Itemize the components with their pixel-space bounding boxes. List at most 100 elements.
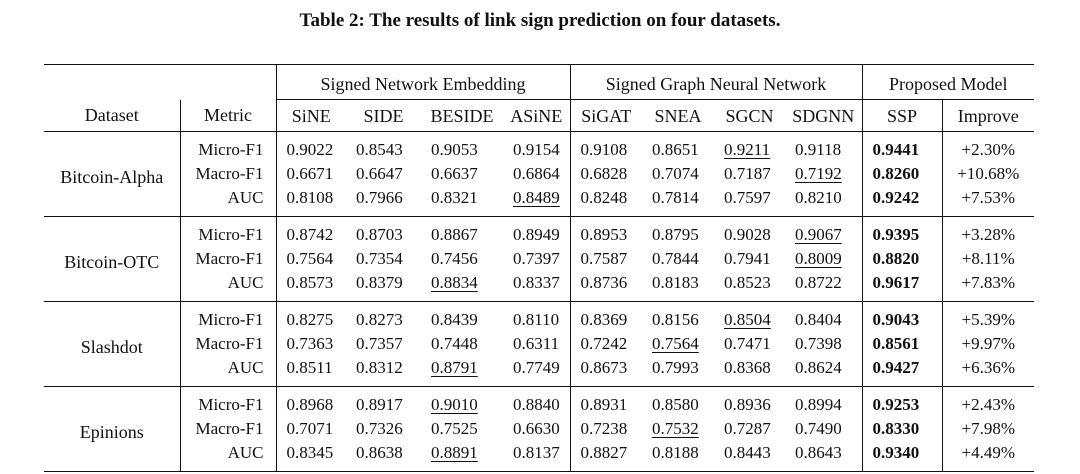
cell-value: 0.8337 <box>513 273 560 292</box>
cell-value: 0.8953 <box>580 225 628 244</box>
metric-value: 0.7287 <box>714 417 785 441</box>
cell-value: 0.8742 <box>286 225 334 244</box>
cell-value: 0.9154 <box>513 140 560 159</box>
best-value: 0.8820 <box>872 249 920 268</box>
metric-value: 0.8827 <box>569 441 642 472</box>
metric-value: 0.8523 <box>714 271 785 302</box>
metric-value: 0.8188 <box>642 441 714 472</box>
metric-label: Micro-F1 <box>179 386 276 417</box>
cell-value: 0.7993 <box>652 358 699 377</box>
cell-value: 0.8891 <box>431 443 478 462</box>
cell-value: 0.9118 <box>795 140 842 159</box>
dataset-name: Slashdot <box>44 301 180 387</box>
group-proposed: Proposed Model <box>861 65 1034 100</box>
col-header-improve: Improve <box>941 99 1034 132</box>
cell-value: 0.9053 <box>431 140 478 159</box>
ssp-value: 0.9427 <box>861 356 942 387</box>
metric-value: 0.8183 <box>642 271 714 302</box>
improve-value: +2.30% <box>941 131 1034 162</box>
cell-value: 0.8917 <box>356 395 403 414</box>
metric-value: 0.7187 <box>714 162 785 186</box>
results-table: Signed Network Embedding Signed Graph Ne… <box>44 64 1034 472</box>
cell-value: 0.8443 <box>724 443 771 462</box>
improve-value: +6.36% <box>941 356 1034 387</box>
cell-value: 0.8703 <box>356 225 403 244</box>
metric-value: 0.8673 <box>569 356 642 387</box>
cell-value: 0.7814 <box>652 188 699 207</box>
dataset-name: Bitcoin-OTC <box>44 216 180 302</box>
cell-value: 0.9067 <box>795 225 842 244</box>
metric-value: 0.8638 <box>346 441 421 472</box>
metric-value: 0.8439 <box>421 302 503 333</box>
metric-label: Micro-F1 <box>179 131 276 162</box>
metric-value: 0.8891 <box>421 441 503 472</box>
table-row: AUC 0.8573 0.8379 0.8834 0.8337 0.8736 0.8183 0… <box>44 271 1034 302</box>
metric-value: 0.6637 <box>421 162 503 186</box>
improve-value: +8.11% <box>941 247 1034 271</box>
cell-value: 0.7564 <box>652 334 699 353</box>
cell-value: 0.8795 <box>652 225 699 244</box>
metric-label: Micro-F1 <box>179 216 276 247</box>
table-row: Bitcoin-Alpha Micro-F1 0.9022 0.8543 0.9053 0… <box>44 131 1034 217</box>
metric-label: Macro-F1 <box>179 162 276 186</box>
metric-value: 0.8949 <box>503 217 570 248</box>
metric-value: 0.8337 <box>503 271 570 302</box>
metric-value: 0.9118 <box>785 132 862 163</box>
cell-value: 0.7071 <box>286 419 334 438</box>
cell-value: 0.7941 <box>724 249 771 268</box>
metric-value: 0.7564 <box>275 247 346 271</box>
cell-value: 0.8722 <box>795 273 842 292</box>
metric-value: 0.6630 <box>503 417 570 441</box>
metric-value: 0.8543 <box>346 132 421 163</box>
cell-value: 0.7397 <box>513 249 560 268</box>
cell-value: 0.8183 <box>652 273 699 292</box>
cell-value: 0.8275 <box>286 310 334 329</box>
ssp-value: 0.9441 <box>861 131 942 162</box>
metric-value: 0.9053 <box>421 132 503 163</box>
cell-value: 0.7363 <box>286 334 334 353</box>
cell-value: 0.8834 <box>431 273 478 292</box>
best-value: 0.9617 <box>872 273 920 292</box>
cell-value: 0.8156 <box>652 310 699 329</box>
cell-value: 0.8523 <box>724 273 771 292</box>
cell-value: 0.8791 <box>431 358 478 377</box>
metric-value: 0.9028 <box>714 217 785 248</box>
metric-value: 0.7354 <box>346 247 421 271</box>
col-header-sgcn: SGCN <box>714 99 785 132</box>
col-header-sdgnn: SDGNN <box>785 99 862 132</box>
ssp-value: 0.9340 <box>861 441 942 472</box>
cell-value: 0.8638 <box>356 443 403 462</box>
ssp-value: 0.9242 <box>861 186 942 217</box>
metric-value: 0.7074 <box>642 162 714 186</box>
metric-value: 0.7564 <box>642 332 714 356</box>
best-value: 0.9253 <box>872 395 920 414</box>
cell-value: 0.6630 <box>513 419 560 438</box>
metric-value: 0.8722 <box>785 271 862 302</box>
metric-value: 0.8994 <box>785 387 862 418</box>
ssp-value: 0.8820 <box>861 247 942 271</box>
table-row: Slashdot Micro-F1 0.8275 0.8273 0.8439 0.8110… <box>44 301 1034 387</box>
improve-value: +2.43% <box>941 386 1034 417</box>
metric-value: 0.8369 <box>569 301 642 332</box>
cell-value: 0.7597 <box>724 188 771 207</box>
metric-label: AUC <box>179 441 276 472</box>
metric-value: 0.9067 <box>785 217 862 248</box>
cell-value: 0.7564 <box>286 249 334 268</box>
cell-value: 0.7287 <box>724 419 771 438</box>
metric-value: 0.7363 <box>275 332 346 356</box>
cell-value: 0.8188 <box>652 443 699 462</box>
cell-value: 0.8867 <box>431 225 478 244</box>
cell-value: 0.6828 <box>580 164 628 183</box>
metric-value: 0.7490 <box>785 417 862 441</box>
metric-value: 0.7242 <box>569 332 642 356</box>
metric-value: 0.8742 <box>275 216 346 247</box>
metric-value: 0.8368 <box>714 356 785 387</box>
metric-value: 0.8504 <box>714 302 785 333</box>
cell-value: 0.7471 <box>724 334 771 353</box>
metric-value: 0.8703 <box>346 217 421 248</box>
metric-value: 0.9010 <box>421 387 503 418</box>
metric-value: 0.8936 <box>714 387 785 418</box>
table-row: Macro-F1 0.6671 0.6647 0.6637 0.6864 0.6828 0.… <box>44 162 1034 186</box>
cell-value: 0.8840 <box>513 395 560 414</box>
metric-value: 0.7471 <box>714 332 785 356</box>
